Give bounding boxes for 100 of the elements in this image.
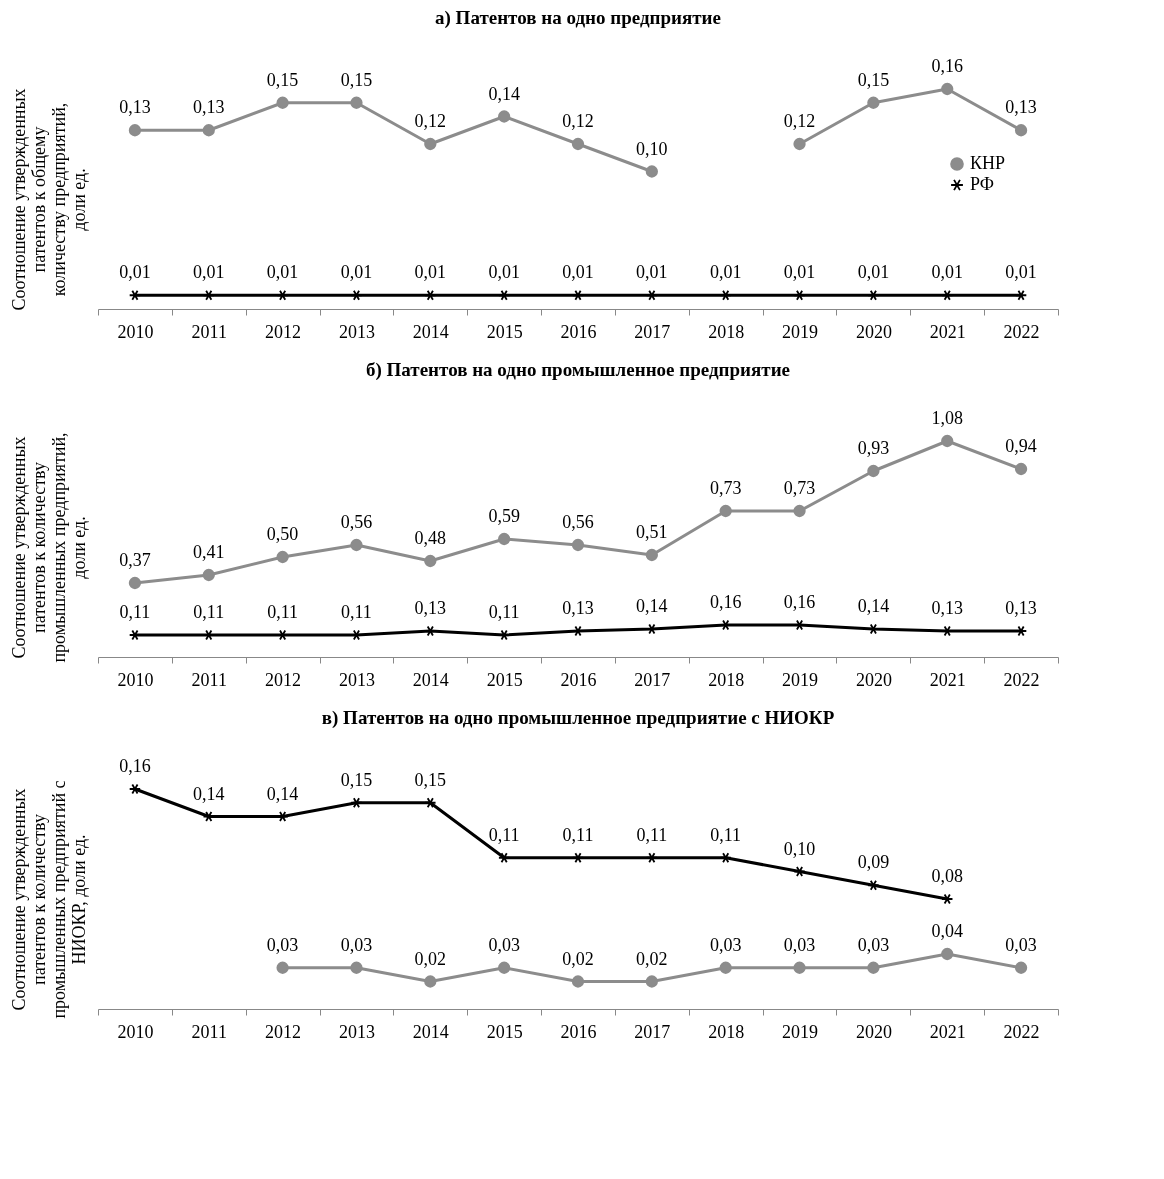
data-label: 0,01 [193, 262, 225, 283]
point [1014, 289, 1028, 301]
data-label: 0,01 [119, 262, 151, 283]
data-label: 0,01 [1005, 262, 1037, 283]
data-label: 0,16 [119, 756, 151, 776]
chart-title: в) Патентов на одно промышленное предприятие с НИОКР [321, 707, 835, 729]
point [719, 289, 732, 301]
x-tick-label: 2016 [560, 321, 597, 342]
x-tick-label: 2015 [486, 669, 523, 690]
data-label: 0,01 [562, 262, 594, 283]
x-tick-label: 2014 [412, 669, 449, 690]
data-label: 0,93 [857, 438, 890, 458]
x-tick-label: 2021 [929, 321, 966, 342]
data-label: 0,11 [341, 602, 372, 622]
x-tick-label: 2016 [560, 1021, 597, 1042]
data-label: 0,12 [783, 111, 816, 131]
data-label: 0,14 [488, 83, 520, 104]
y-axis-title: Соотношение утвержденных патентов к количеству промышленных предприятий, доли ед. [8, 432, 89, 663]
data-label: 0,08 [931, 866, 963, 886]
point [1014, 124, 1028, 137]
point [276, 961, 289, 974]
point [719, 504, 732, 518]
x-tick-label: 2014 [412, 1021, 449, 1042]
point [202, 289, 215, 301]
x-tick-label: 2021 [929, 1021, 966, 1042]
data-label: 0,10 [783, 838, 816, 859]
data-label: 0,48 [414, 528, 447, 548]
x-tick-label: 2018 [708, 321, 745, 342]
x-tick-label: 2018 [708, 1021, 745, 1042]
x-tick-label: 2013 [338, 1021, 375, 1042]
x-tick-label: 2014 [412, 321, 449, 342]
point [867, 96, 880, 109]
x-tick-label: 2010 [117, 321, 154, 342]
point [793, 866, 806, 877]
data-label: 0,41 [193, 542, 225, 562]
point [571, 137, 585, 151]
data-label: 0,11 [119, 602, 151, 622]
point [793, 961, 806, 974]
data-label: 0,13 [1005, 97, 1037, 118]
point [645, 165, 658, 178]
data-label: 0,01 [340, 262, 373, 283]
y-axis-title: Соотношение утвержденных патентов к общему количеству предприятий, доли ед. [8, 88, 89, 311]
x-tick-label: 2015 [486, 1021, 523, 1042]
point [867, 464, 880, 478]
data-label: 0,11 [488, 602, 520, 622]
point [793, 289, 806, 301]
x-tick-label: 2010 [117, 669, 154, 690]
data-label: 0,02 [636, 948, 668, 969]
data-label: 0,13 [562, 598, 594, 618]
data-label: 0,03 [340, 934, 373, 955]
point [867, 879, 880, 891]
data-label: 0,16 [709, 592, 742, 612]
data-label: 0,03 [709, 934, 742, 955]
point [498, 532, 511, 546]
data-label: 0,13 [1005, 598, 1037, 618]
data-label: 0,13 [119, 97, 151, 118]
x-tick-label: 2012 [265, 669, 302, 690]
data-label: 0,01 [709, 262, 742, 283]
data-label: 0,03 [857, 934, 890, 955]
data-label: 0,11 [488, 824, 520, 845]
data-label: 0,14 [266, 783, 299, 804]
point [424, 289, 437, 301]
x-tick-label: 2022 [1003, 321, 1040, 342]
point [276, 96, 289, 109]
data-label: 0,03 [1005, 934, 1037, 955]
point [128, 289, 142, 301]
data-label: 0,02 [414, 948, 447, 969]
point [941, 434, 954, 448]
x-tick-label: 2016 [560, 669, 597, 690]
x-tick-label: 2012 [265, 1021, 302, 1042]
point [350, 961, 363, 974]
point [645, 852, 658, 864]
point [645, 548, 658, 562]
point [571, 538, 585, 552]
y-axis-title: Соотношение утвержденных патентов к количеству промышленных предприятий с НИОКР, доли ед. [8, 780, 89, 1019]
point [202, 124, 215, 137]
data-label: 0,59 [488, 506, 520, 526]
point [276, 289, 289, 301]
point [793, 137, 806, 151]
point [350, 96, 363, 109]
x-tick-label: 2022 [1003, 1021, 1040, 1042]
x-tick-label: 2017 [634, 669, 671, 690]
x-tick-label: 2020 [855, 669, 892, 690]
point [645, 975, 658, 988]
data-label: 0,11 [267, 602, 299, 622]
data-label: 0,01 [931, 262, 963, 283]
data-label: 0,14 [857, 596, 890, 616]
x-tick-label: 2011 [191, 321, 227, 342]
data-label: 0,16 [783, 592, 816, 612]
data-label: 1,08 [931, 408, 963, 428]
data-label: 0,16 [931, 56, 963, 76]
x-tick-label: 2011 [191, 669, 227, 690]
point [128, 124, 142, 137]
data-label: 0,03 [783, 934, 816, 955]
legend-label: РФ [970, 174, 994, 194]
data-label: 0,11 [710, 824, 742, 845]
x-tick-label: 2010 [117, 1021, 154, 1042]
data-label: 0,01 [636, 262, 668, 283]
data-label: 0,01 [488, 262, 520, 283]
data-label: 0,02 [562, 948, 594, 969]
